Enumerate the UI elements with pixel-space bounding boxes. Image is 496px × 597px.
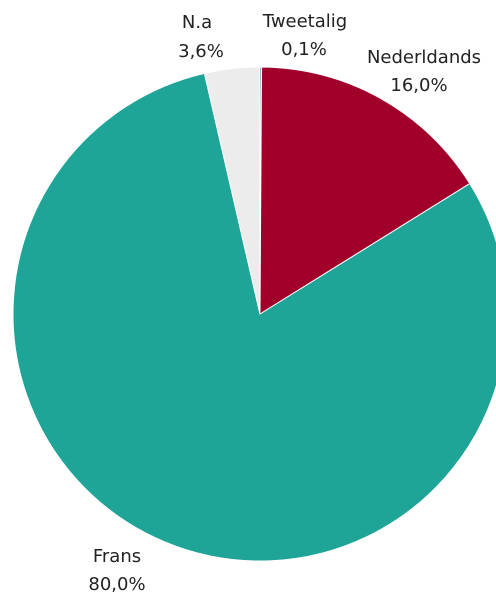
slice-label-value-nederldands: 16,0% [390,75,447,96]
slice-label-name-na: N.a [182,12,212,33]
slice-label-value-frans: 80,0% [88,574,145,595]
slice-label-name-frans: Frans [93,546,141,567]
slice-label-value-tweetalig: 0,1% [281,39,327,60]
slice-label-name-nederldands: Nederldands [367,47,481,68]
pie-slice-nederldands [259,66,471,315]
pie-slice-frans [12,72,496,562]
slice-label-name-tweetalig: Tweetalig [262,11,347,32]
pie-slice-n-a [203,66,261,315]
slice-label-value-na: 3,6% [178,41,224,62]
pie-slices [12,66,496,562]
